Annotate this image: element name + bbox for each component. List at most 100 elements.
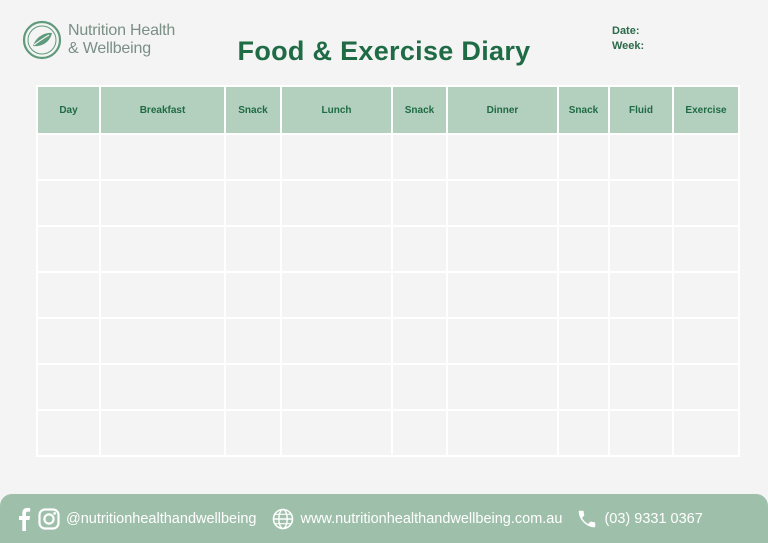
diary-cell[interactable] bbox=[608, 179, 674, 227]
diary-row bbox=[36, 133, 740, 181]
diary-cell[interactable] bbox=[99, 317, 226, 365]
diary-cell[interactable] bbox=[391, 133, 448, 181]
diary-cell[interactable] bbox=[446, 179, 559, 227]
column-header-dinner: Dinner bbox=[446, 85, 559, 135]
diary-cell[interactable] bbox=[672, 225, 740, 273]
instagram-icon[interactable] bbox=[38, 507, 60, 530]
diary-cell[interactable] bbox=[446, 133, 559, 181]
diary-cell[interactable] bbox=[224, 179, 282, 227]
date-label: Date: bbox=[612, 25, 640, 37]
diary-cell[interactable] bbox=[672, 409, 740, 457]
diary-cell[interactable] bbox=[280, 271, 393, 319]
diary-cell[interactable] bbox=[99, 409, 226, 457]
diary-cell[interactable] bbox=[224, 225, 282, 273]
brand-name-line2: & Wellbeing bbox=[68, 40, 151, 57]
column-header-day: Day bbox=[36, 85, 101, 135]
diary-cell[interactable] bbox=[391, 363, 448, 411]
diary-row bbox=[36, 363, 740, 411]
diary-cell[interactable] bbox=[99, 225, 226, 273]
diary-cell[interactable] bbox=[280, 225, 393, 273]
social-group: @nutritionhealthandwellbeing bbox=[16, 507, 256, 531]
diary-cell[interactable] bbox=[224, 317, 282, 365]
diary-cell[interactable] bbox=[391, 179, 448, 227]
diary-row bbox=[36, 317, 740, 365]
facebook-icon[interactable] bbox=[16, 507, 32, 531]
diary-cell[interactable] bbox=[446, 409, 559, 457]
diary-row bbox=[36, 179, 740, 227]
column-header-snack-2: Snack bbox=[391, 85, 448, 135]
diary-table: Day Breakfast Snack Lunch Snack Dinner S… bbox=[36, 85, 740, 457]
diary-cell[interactable] bbox=[99, 363, 226, 411]
diary-cell[interactable] bbox=[672, 317, 740, 365]
diary-cell[interactable] bbox=[557, 179, 610, 227]
social-handle[interactable]: @nutritionhealthandwellbeing bbox=[66, 510, 257, 527]
diary-cell[interactable] bbox=[36, 271, 101, 319]
page-title: Food & Exercise Diary bbox=[237, 36, 531, 66]
diary-cell[interactable] bbox=[280, 133, 393, 181]
phone-group: (03) 9331 0367 bbox=[576, 508, 703, 530]
phone-icon bbox=[576, 508, 598, 530]
date-week-block: Date: Week: bbox=[612, 24, 644, 54]
leaf-logo-icon bbox=[22, 20, 62, 60]
diary-cell[interactable] bbox=[446, 317, 559, 365]
footer-bar: @nutritionhealthandwellbeing www.nutriti… bbox=[0, 494, 768, 543]
week-label: Week: bbox=[612, 40, 645, 52]
diary-cell[interactable] bbox=[36, 363, 101, 411]
diary-row bbox=[36, 409, 740, 457]
diary-cell[interactable] bbox=[557, 271, 610, 319]
diary-row bbox=[36, 225, 740, 273]
diary-cell[interactable] bbox=[36, 409, 101, 457]
diary-cell[interactable] bbox=[224, 363, 282, 411]
diary-cell[interactable] bbox=[672, 133, 740, 181]
column-header-exercise: Exercise bbox=[672, 85, 740, 135]
diary-cell[interactable] bbox=[391, 317, 448, 365]
diary-body bbox=[36, 133, 740, 457]
diary-cell[interactable] bbox=[391, 271, 448, 319]
diary-cell[interactable] bbox=[36, 133, 101, 181]
diary-cell[interactable] bbox=[99, 133, 226, 181]
column-header-fluid: Fluid bbox=[608, 85, 674, 135]
phone-number[interactable]: (03) 9331 0367 bbox=[604, 510, 703, 527]
diary-cell[interactable] bbox=[36, 317, 101, 365]
diary-cell[interactable] bbox=[36, 179, 101, 227]
diary-cell[interactable] bbox=[446, 363, 559, 411]
globe-icon bbox=[272, 508, 294, 530]
diary-cell[interactable] bbox=[608, 225, 674, 273]
diary-cell[interactable] bbox=[557, 317, 610, 365]
diary-cell[interactable] bbox=[446, 225, 559, 273]
diary-cell[interactable] bbox=[280, 317, 393, 365]
brand-name-line1: Nutrition Health bbox=[68, 22, 176, 39]
brand-name: Nutrition Health & Wellbeing bbox=[68, 22, 175, 58]
diary-cell[interactable] bbox=[557, 409, 610, 457]
diary-row bbox=[36, 271, 740, 319]
diary-cell[interactable] bbox=[99, 271, 226, 319]
diary-cell[interactable] bbox=[224, 271, 282, 319]
diary-cell[interactable] bbox=[446, 271, 559, 319]
diary-cell[interactable] bbox=[99, 179, 226, 227]
diary-cell[interactable] bbox=[280, 179, 393, 227]
diary-cell[interactable] bbox=[608, 133, 674, 181]
website-link[interactable]: www.nutritionhealthandwellbeing.com.au bbox=[300, 510, 563, 527]
diary-cell[interactable] bbox=[557, 363, 610, 411]
diary-cell[interactable] bbox=[672, 179, 740, 227]
diary-cell[interactable] bbox=[557, 225, 610, 273]
column-header-breakfast: Breakfast bbox=[99, 85, 226, 135]
diary-cell[interactable] bbox=[224, 133, 282, 181]
diary-cell[interactable] bbox=[672, 363, 740, 411]
diary-cell[interactable] bbox=[608, 317, 674, 365]
diary-cell[interactable] bbox=[557, 133, 610, 181]
diary-cell[interactable] bbox=[391, 409, 448, 457]
brand-logo: Nutrition Health & Wellbeing bbox=[22, 20, 175, 60]
diary-cell[interactable] bbox=[608, 409, 674, 457]
diary-cell[interactable] bbox=[391, 225, 448, 273]
diary-cell[interactable] bbox=[672, 271, 740, 319]
column-header-snack-1: Snack bbox=[224, 85, 282, 135]
diary-cell[interactable] bbox=[280, 409, 393, 457]
diary-cell[interactable] bbox=[224, 409, 282, 457]
diary-header-row: Day Breakfast Snack Lunch Snack Dinner S… bbox=[36, 85, 740, 135]
diary-cell[interactable] bbox=[608, 271, 674, 319]
diary-cell[interactable] bbox=[36, 225, 101, 273]
diary-cell[interactable] bbox=[608, 363, 674, 411]
website-group: www.nutritionhealthandwellbeing.com.au bbox=[272, 508, 562, 530]
diary-cell[interactable] bbox=[280, 363, 393, 411]
